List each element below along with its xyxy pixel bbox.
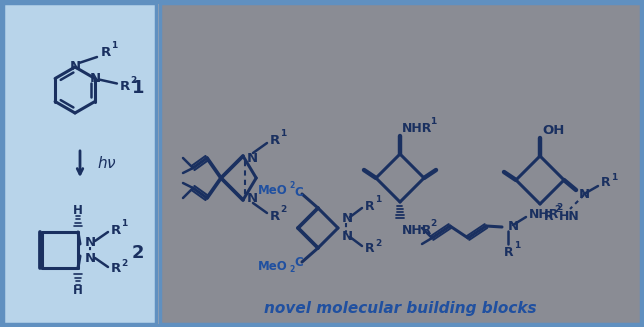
Text: OH: OH	[542, 124, 564, 136]
Text: R: R	[544, 210, 554, 222]
Text: N: N	[90, 72, 100, 85]
Text: 2: 2	[556, 202, 562, 212]
Text: 1: 1	[375, 196, 381, 204]
Text: N: N	[342, 212, 353, 225]
Text: N: N	[84, 235, 95, 249]
Text: R: R	[101, 45, 111, 59]
Text: N: N	[579, 187, 590, 200]
Text: 2: 2	[554, 205, 560, 215]
Text: R: R	[270, 133, 280, 146]
Text: 1: 1	[121, 218, 128, 228]
Text: NHR: NHR	[402, 223, 432, 236]
Text: 1: 1	[132, 79, 144, 97]
Text: 1: 1	[280, 129, 286, 139]
Text: H: H	[73, 203, 83, 216]
Text: 1: 1	[430, 116, 436, 126]
Text: novel molecular building blocks: novel molecular building blocks	[263, 301, 536, 316]
Text: R: R	[365, 199, 375, 213]
Text: 2: 2	[121, 259, 128, 267]
Text: 2: 2	[375, 238, 381, 248]
Text: NHR: NHR	[529, 208, 560, 220]
Text: N: N	[508, 220, 519, 233]
Text: N: N	[342, 230, 353, 243]
Text: 2: 2	[289, 181, 294, 191]
Text: MeO: MeO	[258, 183, 288, 197]
Text: R: R	[120, 80, 130, 93]
Text: MeO: MeO	[258, 260, 288, 272]
Text: 1: 1	[111, 42, 117, 50]
Text: 2: 2	[430, 218, 436, 228]
Text: R: R	[111, 223, 121, 236]
Bar	[3, 3, 156, 324]
Text: 1: 1	[514, 242, 520, 250]
Text: C: C	[294, 186, 303, 199]
Text: 1: 1	[611, 173, 617, 181]
Text: R: R	[365, 243, 375, 255]
Text: N: N	[247, 192, 258, 204]
Bar	[160, 3, 641, 324]
Text: 2: 2	[289, 266, 294, 274]
Text: R: R	[601, 177, 611, 190]
Text: N: N	[247, 151, 258, 164]
Text: NHR: NHR	[402, 122, 432, 134]
Text: R: R	[111, 263, 121, 276]
Text: $h\nu$: $h\nu$	[97, 155, 117, 171]
Text: R: R	[270, 210, 280, 222]
Text: 2: 2	[130, 76, 136, 85]
Text: 2: 2	[132, 244, 144, 262]
Text: 2: 2	[280, 205, 286, 215]
Text: N: N	[70, 60, 80, 74]
Text: N: N	[84, 251, 95, 265]
Text: R: R	[504, 246, 514, 259]
Text: HN: HN	[559, 210, 580, 222]
Text: C: C	[294, 256, 303, 269]
Text: H: H	[73, 284, 83, 297]
